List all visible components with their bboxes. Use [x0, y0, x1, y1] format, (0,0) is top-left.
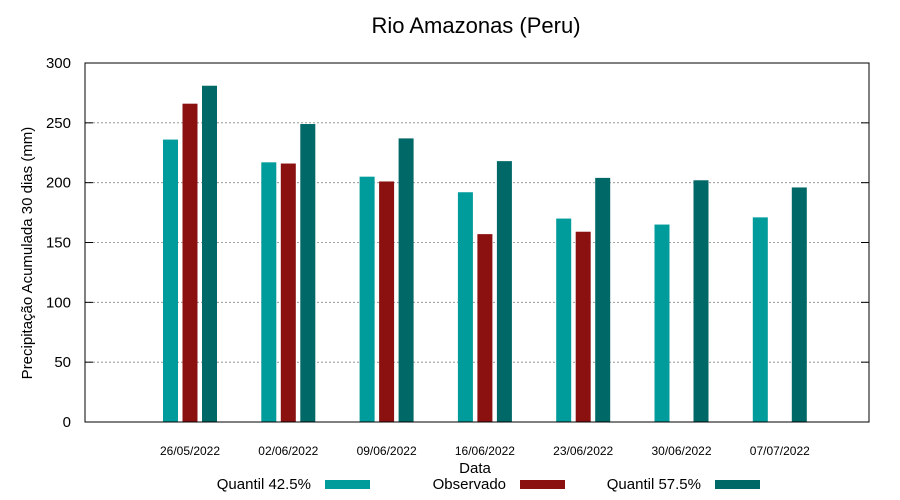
grid-lines — [85, 122, 869, 363]
y-axis-label: Precipitação Acumulada 30 dias (mm) — [19, 127, 36, 380]
bar-quantil-57-5-2 — [398, 138, 414, 422]
legend-swatch — [325, 480, 370, 489]
bar-quantil-42-5-5 — [654, 224, 670, 422]
legend-swatch — [520, 480, 565, 489]
bar-quantil-57-5-0 — [202, 85, 217, 422]
y-tick-label: 100 — [46, 294, 71, 311]
legend-label: Quantil 57.5% — [607, 476, 701, 493]
bar-quantil-57-5-5 — [693, 180, 709, 422]
bar-quantil-42-5-6 — [752, 217, 768, 422]
legend: Quantil 42.5% Observado Quantil 57.5% — [217, 476, 760, 493]
x-tick-label: 26/05/2022 — [160, 444, 220, 458]
bar-quantil-57-5-6 — [791, 187, 807, 422]
chart-title: Rio Amazonas (Peru) — [371, 13, 580, 38]
bar-observado-4 — [575, 231, 591, 422]
y-tick-label: 300 — [46, 55, 71, 72]
y-tick-label: 50 — [54, 354, 71, 371]
y-tick-label: 200 — [46, 175, 71, 192]
x-tick-label: 09/06/2022 — [357, 444, 417, 458]
x-tick-label: 16/06/2022 — [455, 444, 515, 458]
bar-quantil-42-5-3 — [457, 192, 473, 422]
x-axis-ticks: 26/05/2022 02/06/2022 09/06/2022 16/06/2022… — [160, 444, 810, 458]
bar-observado-3 — [477, 234, 493, 422]
bar-quantil-42-5-0 — [163, 139, 178, 422]
bar-observado-2 — [379, 181, 395, 422]
x-tick-label: 02/06/2022 — [258, 444, 318, 458]
y-tick-label: 0 — [63, 414, 71, 431]
x-axis-label: Data — [459, 460, 491, 477]
bars — [163, 85, 807, 423]
legend-label: Observado — [433, 476, 506, 493]
x-tick-label: 23/06/2022 — [553, 444, 613, 458]
y-axis-ticks: 0 50 100 150 200 250 300 — [46, 55, 869, 431]
legend-label: Quantil 42.5% — [217, 476, 311, 493]
x-tick-label: 30/06/2022 — [651, 444, 711, 458]
bar-observado-1 — [280, 163, 296, 422]
legend-swatch — [715, 480, 760, 489]
y-tick-label: 150 — [46, 235, 71, 252]
bar-quantil-42-5-2 — [359, 176, 375, 422]
bar-quantil-42-5-4 — [556, 218, 572, 422]
x-tick-label: 07/07/2022 — [750, 444, 810, 458]
bar-quantil-57-5-1 — [300, 124, 316, 422]
y-tick-label: 250 — [46, 115, 71, 132]
bar-quantil-42-5-1 — [261, 162, 277, 422]
bar-quantil-57-5-4 — [595, 177, 611, 422]
bar-quantil-57-5-3 — [496, 161, 512, 423]
bar-observado-0 — [182, 103, 198, 422]
